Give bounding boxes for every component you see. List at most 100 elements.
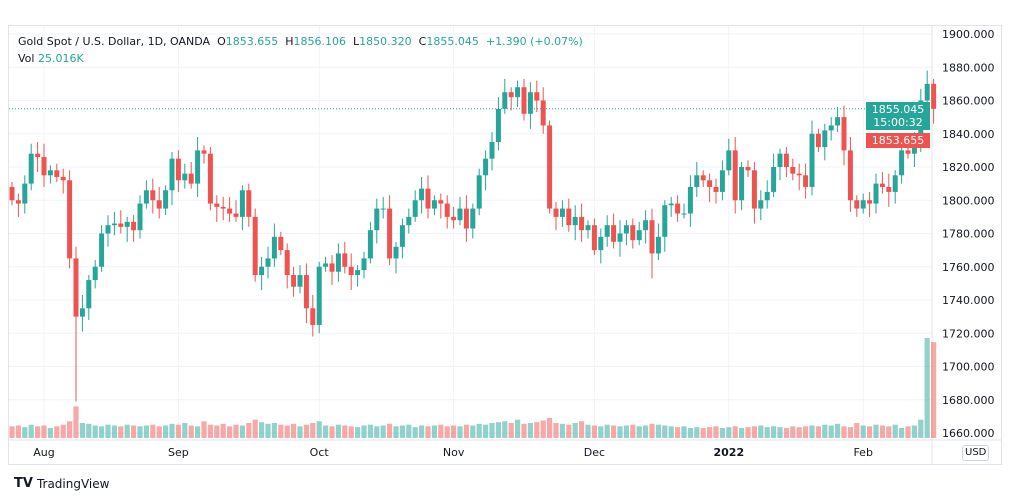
- candle-body: [694, 175, 700, 187]
- volume-bar: [207, 424, 213, 438]
- candle-body: [143, 190, 149, 204]
- candle-body: [284, 250, 290, 276]
- volume-bar: [303, 424, 309, 438]
- volume-bar: [681, 426, 687, 438]
- volume-bar: [425, 426, 431, 438]
- candle-body: [156, 200, 162, 209]
- y-tick-label: 1900.000: [942, 28, 995, 41]
- candle-body: [668, 203, 674, 206]
- candle-body: [502, 92, 508, 109]
- volume-bar: [35, 426, 41, 438]
- candle-body: [28, 153, 34, 184]
- candle-body: [655, 236, 661, 254]
- candle-body: [739, 167, 745, 201]
- volume-bar: [431, 425, 437, 438]
- volume-bar: [9, 426, 15, 438]
- candle-body: [387, 208, 393, 259]
- chart-frame[interactable]: [8, 25, 1002, 465]
- volume-bar: [598, 426, 604, 438]
- symbol-title[interactable]: Gold Spot / U.S. Dollar, 1D, OANDA: [18, 35, 211, 48]
- candle-body: [515, 87, 521, 98]
- volume-bar: [566, 424, 572, 438]
- volume-bar: [502, 421, 508, 438]
- candle-body: [457, 208, 463, 221]
- volume-bar: [611, 425, 617, 438]
- last-price-label: 1855.045 15:00:32: [866, 102, 930, 130]
- volume-bar: [636, 426, 642, 438]
- candle-body: [700, 175, 706, 181]
- candle-body: [463, 208, 469, 229]
- volume-bar: [572, 423, 578, 438]
- volume-bar: [591, 425, 597, 438]
- volume-bar: [495, 422, 501, 438]
- volume-bar: [489, 423, 495, 438]
- candle-body: [329, 263, 335, 272]
- candle-body: [790, 167, 796, 174]
- volume-bar: [438, 424, 444, 438]
- candle-body: [9, 186, 15, 201]
- candle-body: [905, 150, 911, 154]
- candle-body: [79, 308, 85, 317]
- volume-bar: [879, 425, 885, 438]
- candle-body: [444, 203, 450, 217]
- candle-body: [15, 200, 21, 204]
- volume-bar: [28, 424, 34, 438]
- candle-body: [726, 150, 732, 171]
- candle-body: [495, 108, 501, 143]
- candle-body: [47, 170, 53, 176]
- volume-value: 25.016K: [37, 52, 84, 65]
- volume-bar: [931, 342, 937, 438]
- candle-body: [438, 200, 444, 204]
- volume-bar: [131, 425, 137, 438]
- volume-bar: [342, 425, 348, 438]
- volume-bar: [457, 426, 463, 438]
- candle-body: [412, 200, 418, 217]
- volume-bar: [54, 426, 60, 438]
- volume-bar: [476, 423, 482, 438]
- candle-body: [419, 188, 425, 201]
- candle-body: [259, 266, 265, 276]
- y-tick-label: 1700.000: [942, 361, 995, 374]
- volume-bar: [387, 423, 393, 438]
- candle-body: [611, 225, 617, 242]
- y-tick-label: 1800.000: [942, 194, 995, 207]
- candle-body: [617, 233, 623, 242]
- candle-body: [489, 142, 495, 159]
- volume-bar: [15, 425, 21, 438]
- candle-body: [361, 258, 367, 271]
- volume-bar: [643, 425, 649, 438]
- candle-body: [278, 236, 284, 251]
- volume-bar: [143, 425, 149, 438]
- candle-body: [662, 205, 668, 237]
- volume-bar: [419, 425, 425, 438]
- volume-bar: [815, 426, 821, 438]
- candle-body: [265, 258, 271, 267]
- volume-bar: [771, 426, 777, 438]
- currency-button[interactable]: USD: [962, 445, 990, 461]
- volume-bar: [169, 423, 175, 438]
- volume-bar: [323, 425, 329, 438]
- candle-body: [393, 246, 399, 259]
- candle-body: [367, 230, 373, 259]
- candle-body: [99, 233, 105, 267]
- volume-bar: [380, 425, 386, 438]
- volume-bar: [649, 423, 655, 438]
- volume-bar: [700, 428, 706, 438]
- tradingview-logo[interactable]: TV TradingView: [14, 476, 110, 491]
- volume-bar: [163, 425, 169, 438]
- volume-bar: [918, 419, 924, 438]
- volume-bar: [655, 424, 661, 438]
- candle-body: [92, 266, 98, 281]
- volume-bar: [521, 423, 527, 438]
- volume-bar: [412, 427, 418, 438]
- volume-bar: [547, 418, 553, 438]
- volume-bar: [335, 424, 341, 438]
- candle-body: [623, 225, 629, 234]
- volume-bar: [675, 427, 681, 438]
- candle-body: [406, 216, 412, 226]
- candle-body: [73, 258, 79, 317]
- volume-bar: [822, 424, 828, 438]
- x-tick-label: Feb: [853, 446, 872, 459]
- volume-bar: [201, 421, 207, 438]
